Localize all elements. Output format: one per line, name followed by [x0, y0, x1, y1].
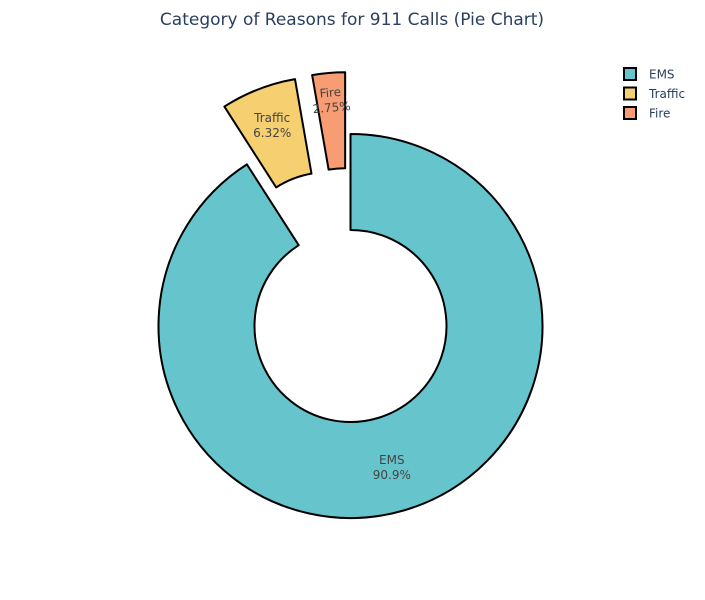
legend-swatch	[623, 106, 637, 120]
slice-percent-label: 2.75%	[312, 99, 351, 116]
legend-swatch	[623, 86, 637, 101]
legend: EMS Traffic Fire	[623, 67, 685, 121]
legend-item-traffic[interactable]: Traffic	[623, 86, 685, 101]
legend-item-fire[interactable]: Fire	[623, 106, 670, 121]
legend-label: EMS	[649, 68, 675, 82]
legend-label: Traffic	[648, 87, 685, 101]
slice-category-label: EMS	[379, 453, 405, 467]
chart-title: Category of Reasons for 911 Calls (Pie C…	[160, 10, 544, 30]
pie-slice-fire[interactable]	[311, 71, 347, 171]
legend-item-ems[interactable]: EMS	[623, 67, 675, 82]
pie-slice-traffic[interactable]	[223, 78, 313, 189]
pie-slice-ems[interactable]	[157, 133, 544, 519]
slice-percent-label: 6.32%	[253, 126, 291, 140]
slice-category-label: Fire	[319, 85, 342, 101]
slice-category-label: Traffic	[253, 111, 290, 125]
pie-slices	[157, 71, 544, 519]
legend-swatch	[623, 67, 637, 81]
slice-percent-label: 90.9%	[373, 468, 411, 482]
legend-label: Fire	[649, 107, 670, 121]
